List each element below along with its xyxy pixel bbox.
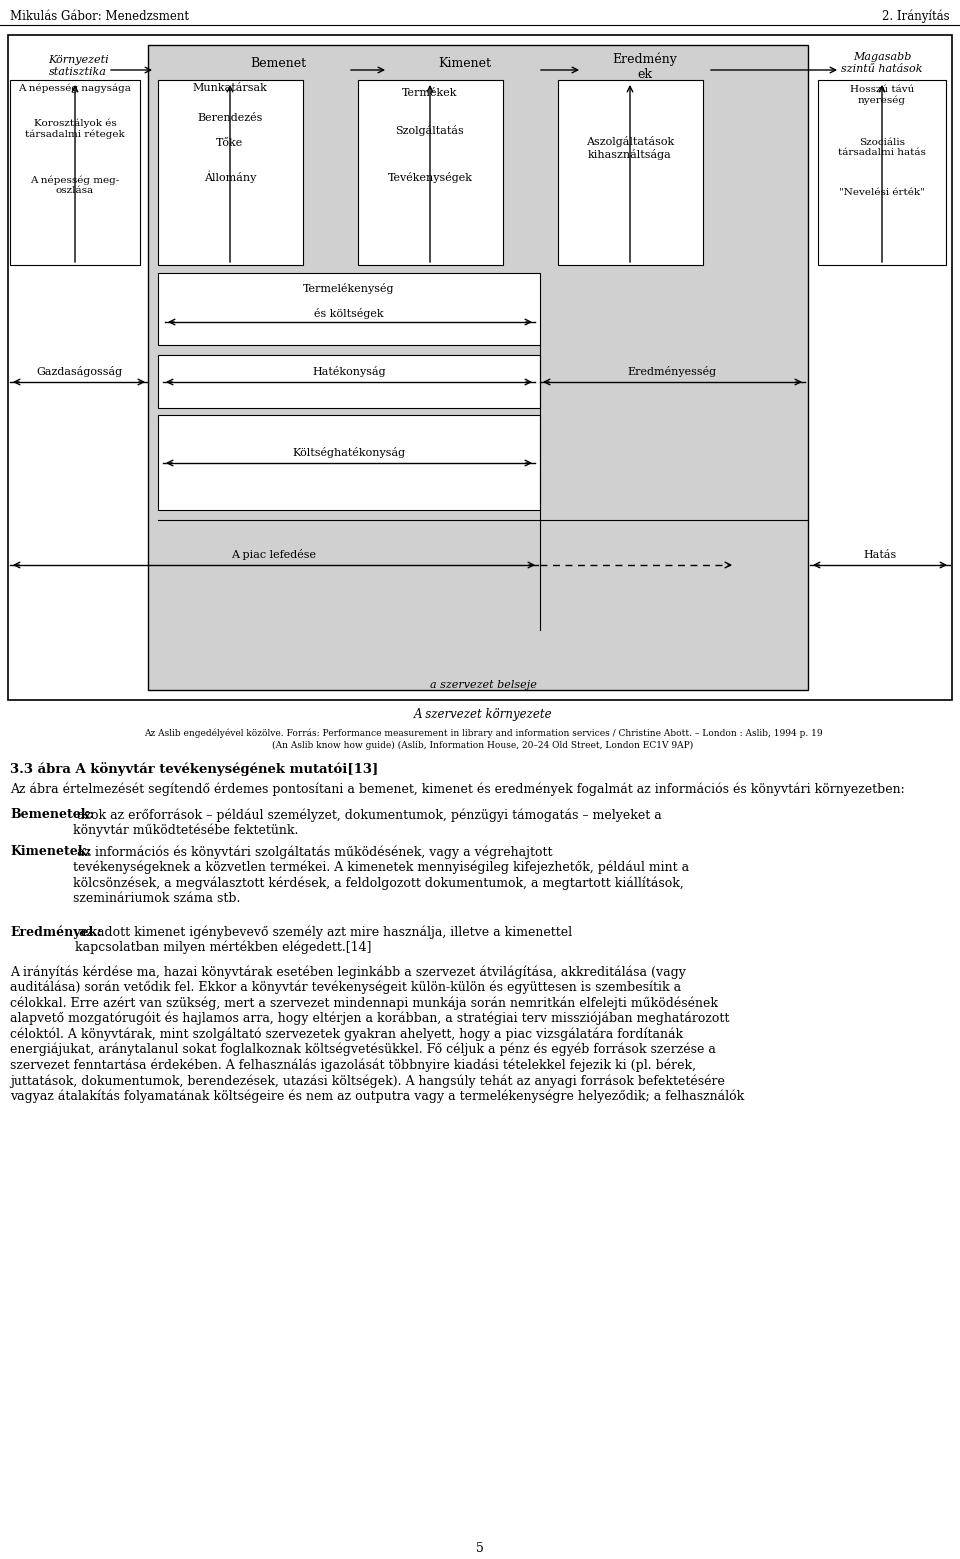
Bar — [8, 34, 952, 700]
Text: Korosztályok és
társadalmi rétegek: Korosztályok és társadalmi rétegek — [25, 118, 125, 139]
Text: Hatékonyság: Hatékonyság — [312, 366, 386, 377]
Text: 5: 5 — [476, 1542, 484, 1554]
Text: Környezeti
statisztika: Környezeti statisztika — [48, 55, 108, 76]
Text: Állomány: Állomány — [204, 170, 256, 182]
Bar — [358, 80, 503, 265]
Text: Az Aslib engedélyével közölve. Forrás: Performance measurement in library and in: Az Aslib engedélyével közölve. Forrás: P… — [144, 728, 823, 737]
Text: az adott kimenet igénybevevő személy azt mire használja, illetve a kimenettel
ka: az adott kimenet igénybevevő személy azt… — [75, 924, 572, 954]
Text: Tevékenységek: Tevékenységek — [388, 171, 472, 182]
Text: és költségek: és költségek — [314, 309, 384, 320]
Text: Termelékenység: Termelékenység — [303, 284, 395, 295]
Bar — [148, 45, 808, 691]
Text: Eredményesség: Eredményesség — [628, 366, 716, 377]
Text: Szolgáltatás: Szolgáltatás — [396, 125, 465, 136]
Bar — [158, 273, 540, 345]
Text: Bemenetek:: Bemenetek: — [10, 808, 94, 822]
Text: 3.3 ábra A könyvtár tevékenységének mutatói[13]: 3.3 ábra A könyvtár tevékenységének muta… — [10, 762, 378, 776]
Text: Aszolgáltatások
kihasználtsága: Aszolgáltatások kihasználtsága — [586, 136, 674, 161]
Text: "Nevelési érték": "Nevelési érték" — [839, 189, 924, 196]
Text: Eredmény
ek: Eredmény ek — [612, 51, 678, 81]
Text: Kimenetek:: Kimenetek: — [10, 845, 91, 857]
Text: Az ábra értelmezését segítendő érdemes pontosítani a bemenet, kimenet és eredmén: Az ábra értelmezését segítendő érdemes p… — [10, 783, 904, 795]
Bar — [158, 355, 540, 408]
Text: Termékek: Termékek — [402, 87, 458, 98]
Text: Gazdaságosság: Gazdaságosság — [36, 366, 122, 377]
Text: Hosszú távú
nyereség: Hosszú távú nyereség — [850, 86, 914, 104]
Text: Költséghatékonyság: Költséghatékonyság — [293, 447, 405, 458]
Bar — [158, 80, 303, 265]
Text: Magasabb
szintű hatások: Magasabb szintű hatások — [841, 51, 923, 73]
Text: Kimenet: Kimenet — [439, 58, 492, 70]
Bar — [158, 415, 540, 510]
Text: A szervezet környezete: A szervezet környezete — [414, 708, 552, 720]
Text: A népesség meg-
oszlása: A népesség meg- oszlása — [31, 175, 120, 195]
Bar — [818, 80, 946, 265]
Text: Mikulás Gábor: Menedzsment: Mikulás Gábor: Menedzsment — [10, 9, 189, 22]
Bar — [10, 80, 140, 265]
Text: azok az erőforrások – például személyzet, dokumentumok, pénzügyi támogatás – mel: azok az erőforrások – például személyzet… — [73, 808, 661, 837]
Text: (An Aslib know how guide) (Aslib, Information House, 20–24 Old Street, London EC: (An Aslib know how guide) (Aslib, Inform… — [273, 741, 694, 750]
Text: Tőke: Tőke — [216, 139, 244, 148]
Text: a szervezet belseje: a szervezet belseje — [429, 680, 537, 691]
Text: az információs és könyvtári szolgáltatás működésének, vagy a végrehajtott
tevéke: az információs és könyvtári szolgáltatás… — [73, 845, 689, 904]
Text: A piac lefedése: A piac lefedése — [231, 549, 317, 560]
Text: Munkatársak: Munkatársak — [193, 83, 268, 94]
Text: A népesség nagysága: A népesség nagysága — [18, 83, 132, 92]
Text: Hatás: Hatás — [863, 550, 897, 560]
Text: Szociális
társadalmi hatás: Szociális társadalmi hatás — [838, 139, 926, 157]
Text: 2. Irányítás: 2. Irányítás — [882, 9, 950, 23]
Text: Berendezés: Berendezés — [198, 112, 263, 123]
Bar — [558, 80, 703, 265]
Text: Eredmények:: Eredmények: — [10, 924, 102, 939]
Text: A irányítás kérdése ma, hazai könyvtárak esetében leginkább a szervezet átvilágí: A irányítás kérdése ma, hazai könyvtárak… — [10, 965, 744, 1104]
Text: Bemenet: Bemenet — [250, 58, 306, 70]
